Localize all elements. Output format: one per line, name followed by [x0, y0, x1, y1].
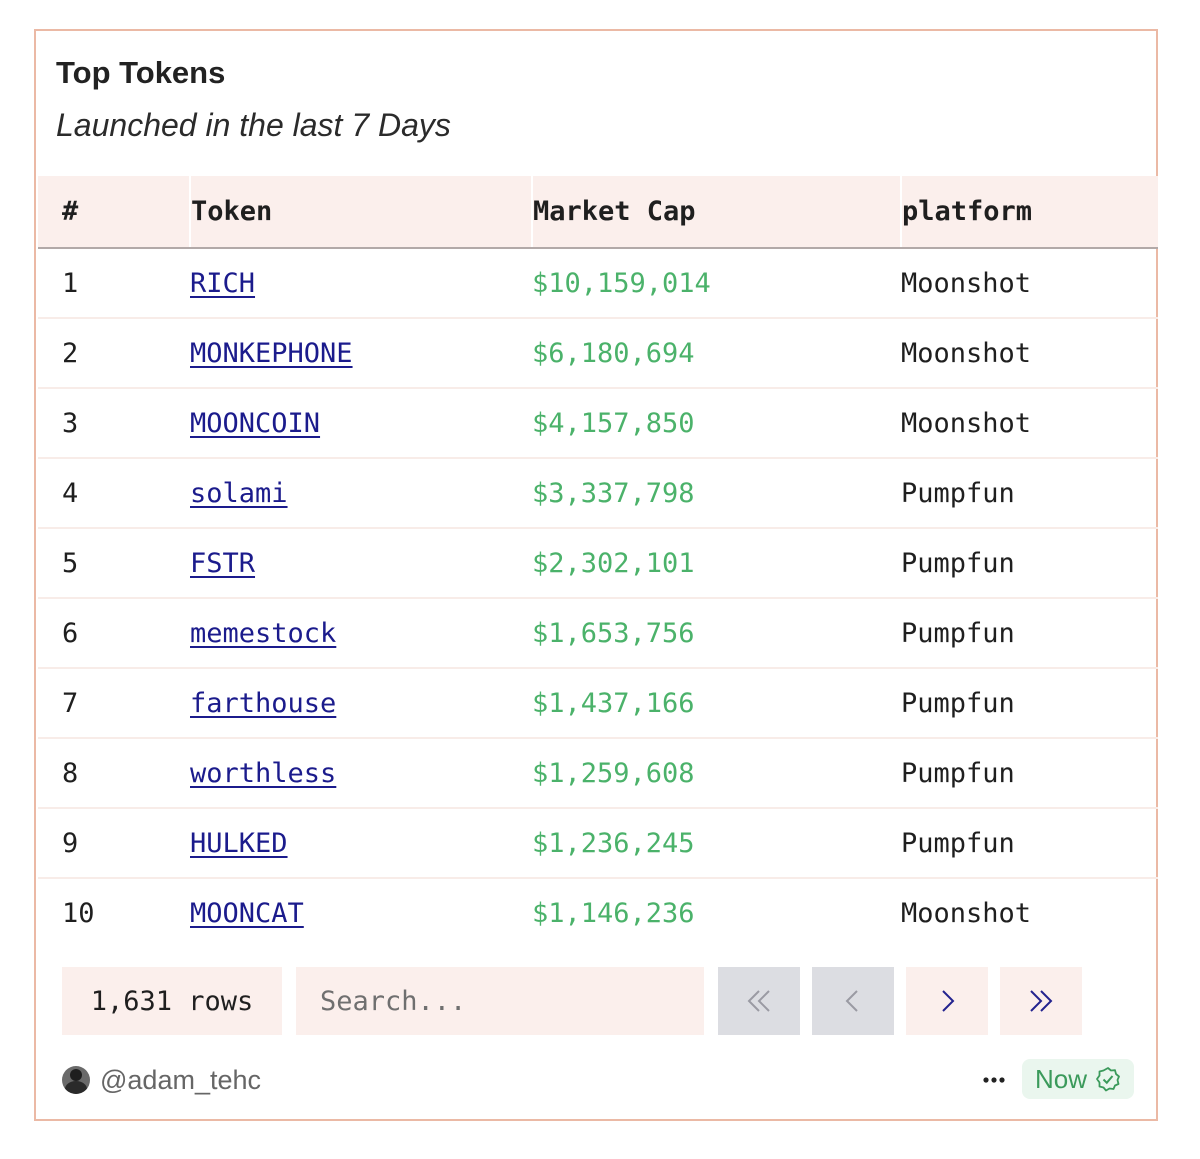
- ellipsis-icon: [983, 1077, 1005, 1083]
- column-header-token[interactable]: Token: [190, 176, 533, 249]
- table-row: 8 worthless $1,259,608 Pumpfun: [38, 738, 1158, 808]
- token-cell: solami: [190, 458, 532, 528]
- chevron-left-icon: [845, 990, 858, 1012]
- rank-cell: 9: [62, 827, 79, 859]
- rank-cell: 7: [62, 687, 79, 719]
- token-link[interactable]: MOONCOIN: [190, 407, 321, 439]
- platform-cell: Pumpfun: [901, 617, 1015, 649]
- token-link[interactable]: FSTR: [190, 547, 256, 579]
- platform-cell: Pumpfun: [901, 477, 1015, 509]
- token-link[interactable]: solami: [190, 477, 288, 509]
- double-chevron-left-icon: [747, 990, 770, 1012]
- column-header-rank[interactable]: #: [38, 176, 191, 249]
- table-header-row: # Token Market Cap platform: [38, 176, 1158, 249]
- token-link[interactable]: HULKED: [190, 827, 288, 859]
- market-cap-cell: $6,180,694: [532, 337, 695, 369]
- rank-cell: 4: [62, 477, 79, 509]
- token-cell: worthless: [190, 738, 532, 808]
- token-cell: memestock: [190, 598, 532, 668]
- card-title: Top Tokens: [56, 55, 226, 90]
- token-link[interactable]: MOONCAT: [190, 898, 304, 929]
- platform-cell: Pumpfun: [901, 687, 1015, 719]
- token-link[interactable]: worthless: [190, 757, 337, 789]
- chevron-right-icon: [942, 990, 955, 1012]
- token-link[interactable]: RICH: [190, 267, 256, 299]
- platform-cell: Moonshot: [901, 898, 1032, 929]
- platform-cell: Moonshot: [901, 407, 1032, 439]
- token-link[interactable]: MONKEPHONE: [190, 337, 353, 369]
- previous-page-button[interactable]: [812, 967, 894, 1035]
- token-cell: RICH: [190, 248, 532, 318]
- status-badge[interactable]: Now: [1022, 1059, 1134, 1099]
- table-row: 4 solami $3,337,798 Pumpfun: [38, 458, 1158, 528]
- query-result-card: Top Tokens Launched in the last 7 Days #…: [34, 29, 1158, 1121]
- verified-check-icon: [1096, 1067, 1120, 1092]
- token-cell: farthouse: [190, 668, 532, 738]
- author-handle: @adam_tehc: [100, 1064, 261, 1095]
- market-cap-cell: $1,653,756: [532, 617, 695, 649]
- table-row: 2 MONKEPHONE $6,180,694 Moonshot: [38, 318, 1158, 388]
- market-cap-cell: $1,236,245: [532, 827, 695, 859]
- platform-cell: Moonshot: [901, 267, 1032, 299]
- tokens-table: # Token Market Cap platform 1 RICH $10,1…: [38, 176, 1158, 948]
- token-cell: FSTR: [190, 528, 532, 598]
- token-link[interactable]: farthouse: [190, 687, 337, 719]
- token-cell: HULKED: [190, 808, 532, 878]
- status-label: Now: [1034, 1063, 1087, 1094]
- platform-cell: Moonshot: [901, 337, 1032, 369]
- rank-cell: 8: [62, 757, 79, 789]
- double-chevron-right-icon: [1030, 990, 1053, 1012]
- search-input[interactable]: [296, 967, 704, 1035]
- token-cell: MONKEPHONE: [190, 318, 532, 388]
- rank-cell: 6: [62, 617, 79, 649]
- avatar: [62, 1066, 90, 1094]
- table-row: 9 HULKED $1,236,245 Pumpfun: [38, 808, 1158, 878]
- column-header-platform[interactable]: platform: [901, 176, 1158, 249]
- platform-cell: Pumpfun: [901, 827, 1015, 859]
- market-cap-cell: $1,437,166: [532, 687, 695, 719]
- table-row: 6 memestock $1,653,756 Pumpfun: [38, 598, 1158, 668]
- table-row: 5 FSTR $2,302,101 Pumpfun: [38, 528, 1158, 598]
- market-cap-cell: $1,146,236: [532, 898, 695, 929]
- author[interactable]: @adam_tehc: [62, 1065, 261, 1095]
- rank-cell: 3: [62, 407, 79, 439]
- more-options-button[interactable]: [980, 1065, 1008, 1093]
- table-row: 1 RICH $10,159,014 Moonshot: [38, 248, 1158, 318]
- market-cap-cell: $1,259,608: [532, 757, 695, 789]
- token-cell: MOONCOIN: [190, 388, 532, 458]
- platform-cell: Pumpfun: [901, 757, 1015, 789]
- rank-cell: 5: [62, 547, 79, 579]
- column-header-market-cap[interactable]: Market Cap: [532, 176, 902, 249]
- rank-cell: 10: [62, 898, 95, 929]
- market-cap-cell: $10,159,014: [532, 267, 711, 299]
- market-cap-cell: $2,302,101: [532, 547, 695, 579]
- table-row: 7 farthouse $1,437,166 Pumpfun: [38, 668, 1158, 738]
- next-page-button[interactable]: [906, 967, 988, 1035]
- market-cap-cell: $3,337,798: [532, 477, 695, 509]
- rank-cell: 2: [62, 337, 79, 369]
- token-cell: MOONCAT: [190, 878, 532, 948]
- market-cap-cell: $4,157,850: [532, 407, 695, 439]
- rank-cell: 1: [62, 267, 79, 299]
- token-link[interactable]: memestock: [190, 617, 337, 649]
- table-row: 10 MOONCAT $1,146,236 Moonshot: [38, 878, 1158, 948]
- first-page-button[interactable]: [718, 967, 800, 1035]
- card-subtitle: Launched in the last 7 Days: [56, 107, 451, 143]
- platform-cell: Pumpfun: [901, 547, 1015, 579]
- last-page-button[interactable]: [1000, 967, 1082, 1035]
- row-count: 1,631 rows: [62, 967, 282, 1035]
- table-row: 3 MOONCOIN $4,157,850 Moonshot: [38, 388, 1158, 458]
